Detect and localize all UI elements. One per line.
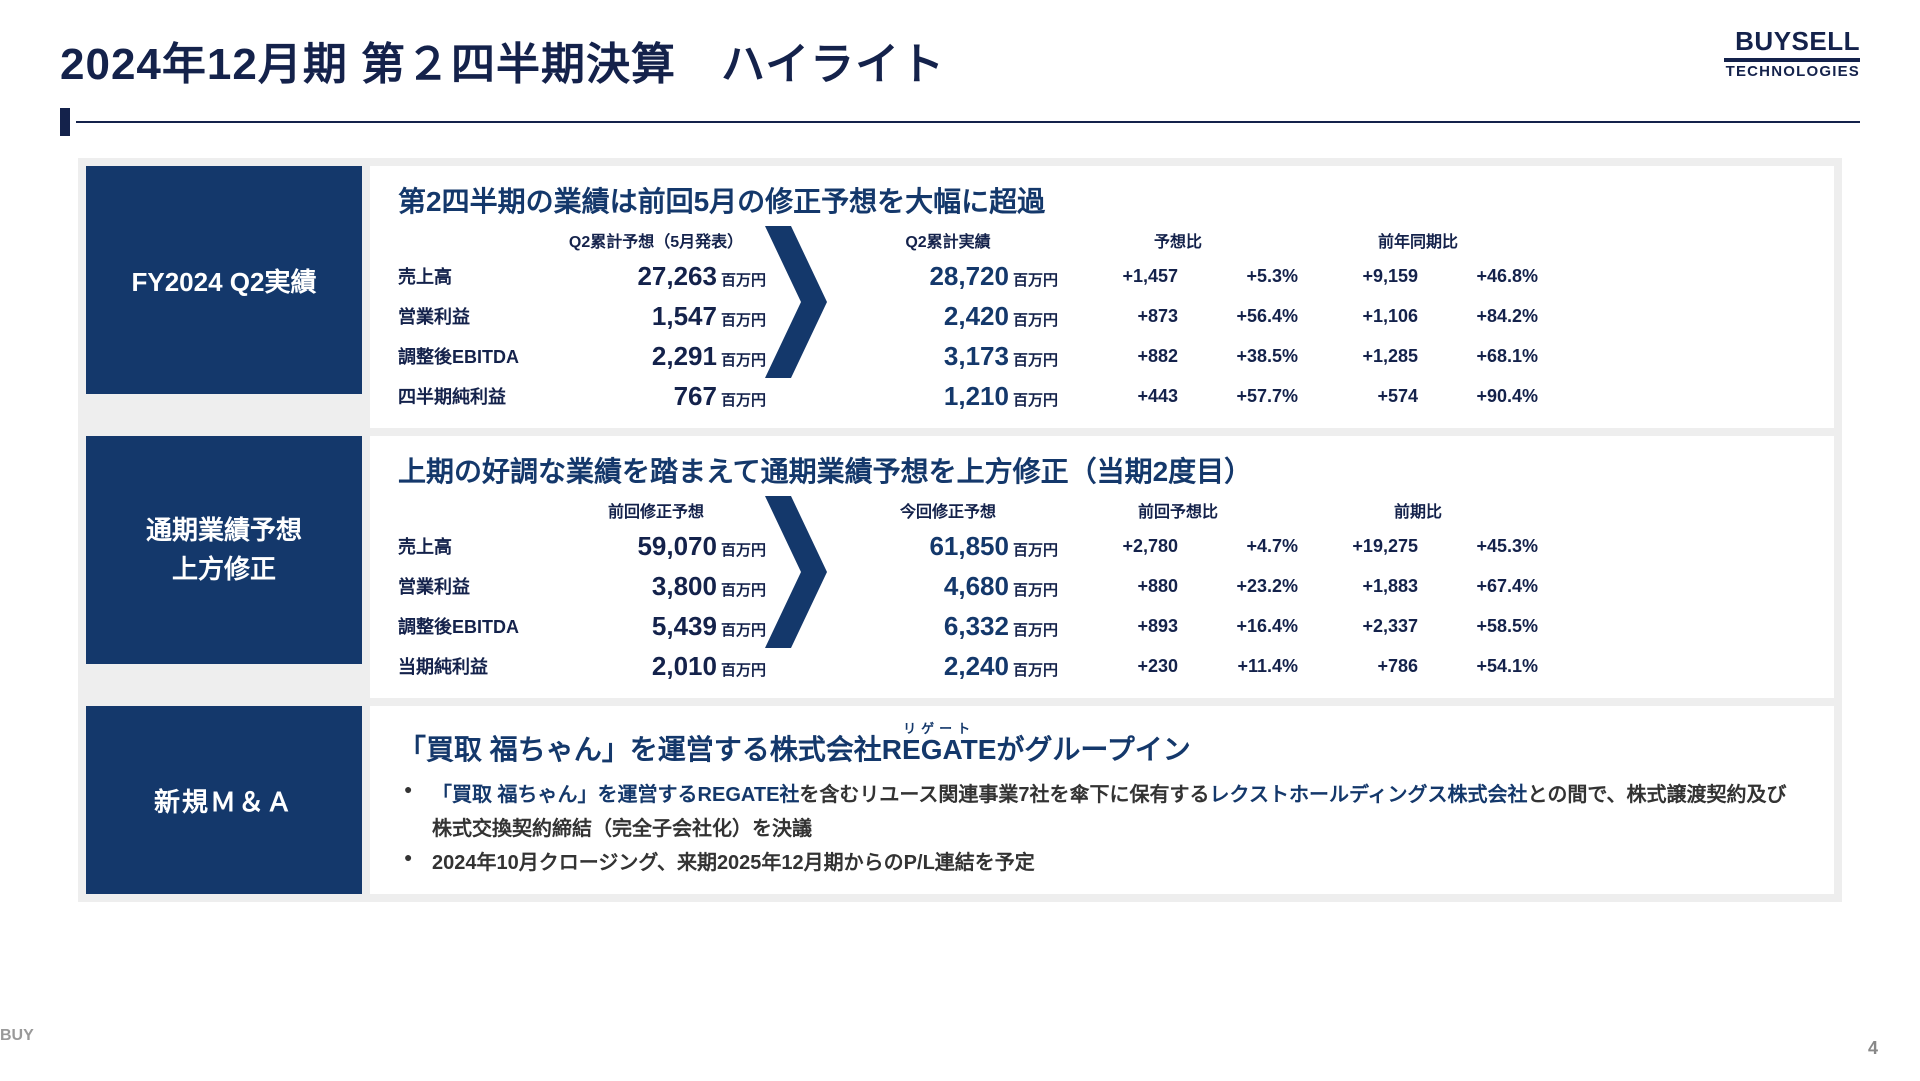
table-row: 売上高59,070百万円 61,850百万円+2,780+4.7%+19,275+… — [398, 526, 1806, 566]
row-label: 営業利益 — [398, 303, 546, 329]
title-underline — [60, 108, 1860, 136]
sidebar-fy: 通期業績予想 上方修正 — [86, 436, 362, 664]
col-prev-forecast: 前回修正予想 — [546, 498, 766, 522]
col-forecast: Q2累計予想（5月発表） — [546, 228, 766, 252]
row-yoy-abs: +19,275 — [1298, 536, 1418, 557]
watermark-left: BUY — [0, 1027, 34, 1045]
row-diff-pct: +16.4% — [1178, 616, 1298, 637]
row-yoy-pct: +84.2% — [1418, 306, 1538, 327]
row-actual: 1,210百万円 — [838, 381, 1058, 412]
row-yoy-pct: +46.8% — [1418, 266, 1538, 287]
row-diff-pct: +57.7% — [1178, 386, 1298, 407]
row-diff-pct: +11.4% — [1178, 656, 1298, 677]
section-ma: 新規Ｍ＆Ａ 「買取 福ちゃん」を運営する株式会社リゲートREGATEがグループイ… — [86, 706, 1834, 894]
row-actual: 2,240百万円 — [838, 651, 1058, 682]
row-actual: 2,420百万円 — [838, 301, 1058, 332]
sidebar-ma: 新規Ｍ＆Ａ — [86, 706, 362, 894]
panel-q2-title: 第2四半期の業績は前回5月の修正予想を大幅に超過 — [398, 180, 1806, 220]
page-number: 4 — [1868, 1038, 1878, 1059]
row-diff-pct: +38.5% — [1178, 346, 1298, 367]
logo-bottom-text: TECHNOLOGIES — [1724, 64, 1860, 80]
table-row: 営業利益1,547百万円 2,420百万円+873+56.4%+1,106+84.… — [398, 296, 1806, 336]
row-diff-abs: +230 — [1058, 656, 1178, 677]
row-forecast: 5,439百万円 — [546, 611, 766, 642]
row-diff-abs: +882 — [1058, 346, 1178, 367]
row-actual: 61,850百万円 — [838, 531, 1058, 562]
row-yoy-pct: +90.4% — [1418, 386, 1538, 407]
section-q2-results: FY2024 Q2実績 第2四半期の業績は前回5月の修正予想を大幅に超過 Q2累… — [86, 166, 1834, 428]
row-yoy-abs: +574 — [1298, 386, 1418, 407]
table-row: 調整後EBITDA2,291百万円 3,173百万円+882+38.5%+1,28… — [398, 336, 1806, 376]
row-forecast: 3,800百万円 — [546, 571, 766, 602]
brand-logo: BUYSELL TECHNOLOGIES — [1724, 28, 1860, 80]
section-fy-revision: 通期業績予想 上方修正 上期の好調な業績を踏まえて通期業績予想を上方修正（当期2… — [86, 436, 1834, 698]
row-diff-abs: +880 — [1058, 576, 1178, 597]
row-diff-abs: +873 — [1058, 306, 1178, 327]
col-new-forecast: 今回修正予想 — [838, 498, 1058, 522]
col-vs-prev: 前回予想比 — [1058, 498, 1298, 522]
row-forecast: 59,070百万円 — [546, 531, 766, 562]
table-row: 売上高27,263百万円 28,720百万円+1,457+5.3%+9,159+4… — [398, 256, 1806, 296]
row-label: 営業利益 — [398, 573, 546, 599]
row-yoy-abs: +786 — [1298, 656, 1418, 677]
col-actual: Q2累計実績 — [838, 228, 1058, 252]
row-yoy-pct: +45.3% — [1418, 536, 1538, 557]
sidebar-q2: FY2024 Q2実績 — [86, 166, 362, 394]
row-label: 四半期純利益 — [398, 383, 546, 409]
row-forecast: 27,263百万円 — [546, 261, 766, 292]
row-diff-abs: +2,780 — [1058, 536, 1178, 557]
panel-q2: 第2四半期の業績は前回5月の修正予想を大幅に超過 Q2累計予想（5月発表） Q2… — [370, 166, 1834, 428]
row-diff-pct: +5.3% — [1178, 266, 1298, 287]
row-label: 調整後EBITDA — [398, 613, 546, 639]
panel-ma: 「買取 福ちゃん」を運営する株式会社リゲートREGATEがグループイン 「買取 … — [370, 706, 1834, 894]
row-diff-pct: +4.7% — [1178, 536, 1298, 557]
row-diff-pct: +56.4% — [1178, 306, 1298, 327]
row-label: 当期純利益 — [398, 653, 546, 679]
panel-fy: 上期の好調な業績を踏まえて通期業績予想を上方修正（当期2度目） 前回修正予想 今… — [370, 436, 1834, 698]
col-vs-prevyear: 前期比 — [1298, 498, 1538, 522]
table-row: 調整後EBITDA5,439百万円 6,332百万円+893+16.4%+2,33… — [398, 606, 1806, 646]
row-diff-abs: +893 — [1058, 616, 1178, 637]
page-title: 2024年12月期 第２四半期決算 ハイライト — [60, 28, 945, 92]
row-forecast: 2,010百万円 — [546, 651, 766, 682]
row-yoy-pct: +67.4% — [1418, 576, 1538, 597]
row-label: 調整後EBITDA — [398, 343, 546, 369]
row-actual: 4,680百万円 — [838, 571, 1058, 602]
table-row: 営業利益3,800百万円 4,680百万円+880+23.2%+1,883+67.… — [398, 566, 1806, 606]
row-label: 売上高 — [398, 533, 546, 559]
row-yoy-pct: +68.1% — [1418, 346, 1538, 367]
table-row: 当期純利益2,010百万円 2,240百万円+230+11.4%+786+54.1… — [398, 646, 1806, 686]
row-yoy-abs: +1,883 — [1298, 576, 1418, 597]
row-yoy-abs: +2,337 — [1298, 616, 1418, 637]
row-yoy-abs: +9,159 — [1298, 266, 1418, 287]
content-frame: FY2024 Q2実績 第2四半期の業績は前回5月の修正予想を大幅に超過 Q2累… — [78, 158, 1842, 902]
row-yoy-pct: +58.5% — [1418, 616, 1538, 637]
panel-fy-title: 上期の好調な業績を踏まえて通期業績予想を上方修正（当期2度目） — [398, 450, 1806, 490]
row-diff-abs: +443 — [1058, 386, 1178, 407]
row-forecast: 1,547百万円 — [546, 301, 766, 332]
col-vs-yoy: 前年同期比 — [1298, 228, 1538, 252]
row-yoy-abs: +1,106 — [1298, 306, 1418, 327]
row-actual: 3,173百万円 — [838, 341, 1058, 372]
row-diff-abs: +1,457 — [1058, 266, 1178, 287]
row-actual: 6,332百万円 — [838, 611, 1058, 642]
ma-bullet-2: 2024年10月クロージング、来期2025年12月期からのP/L連結を予定 — [404, 846, 1806, 880]
table-q2: Q2累計予想（5月発表） Q2累計実績 予想比 前年同期比 売上高27,263百… — [398, 228, 1806, 416]
row-diff-pct: +23.2% — [1178, 576, 1298, 597]
table-fy: 前回修正予想 今回修正予想 前回予想比 前期比 売上高59,070百万円 61,8… — [398, 498, 1806, 686]
row-forecast: 2,291百万円 — [546, 341, 766, 372]
ma-bullet-1: 「買取 福ちゃん」を運営するREGATE社を含むリユース関連事業7社を傘下に保有… — [404, 778, 1806, 846]
row-yoy-abs: +1,285 — [1298, 346, 1418, 367]
row-actual: 28,720百万円 — [838, 261, 1058, 292]
logo-top-text: BUYSELL — [1724, 28, 1860, 55]
row-label: 売上高 — [398, 263, 546, 289]
logo-divider — [1724, 58, 1860, 62]
table-row: 四半期純利益767百万円 1,210百万円+443+57.7%+574+90.4% — [398, 376, 1806, 416]
col-vs-forecast: 予想比 — [1058, 228, 1298, 252]
row-yoy-pct: +54.1% — [1418, 656, 1538, 677]
panel-ma-title: 「買取 福ちゃん」を運営する株式会社リゲートREGATEがグループイン — [398, 728, 1806, 768]
row-forecast: 767百万円 — [546, 381, 766, 412]
ma-bullets: 「買取 福ちゃん」を運営するREGATE社を含むリユース関連事業7社を傘下に保有… — [398, 778, 1806, 880]
